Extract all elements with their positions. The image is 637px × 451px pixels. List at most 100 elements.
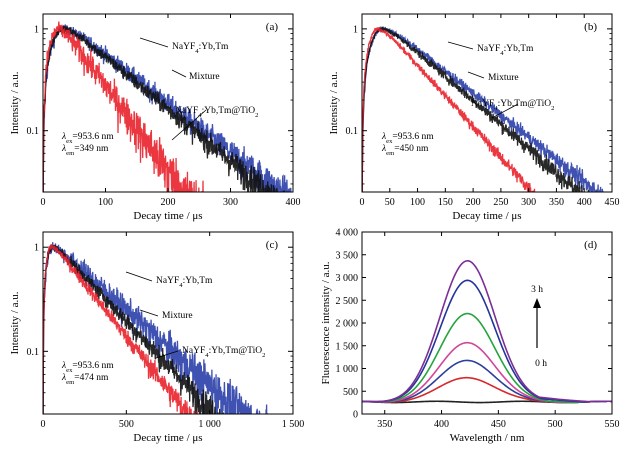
series-line-c-2 (43, 243, 198, 414)
y-axis-label-d: Fluorescence intensity / a.u. (320, 261, 332, 384)
x-axis-label-b: Decay time / μs (452, 210, 521, 222)
emission-label-b: λem=450 nm (381, 144, 429, 157)
y-tick-label-b-0: 0.1 (346, 126, 359, 137)
axes-frame-d (361, 231, 613, 415)
x-tick-label-d-1: 400 (434, 419, 449, 430)
y-axis-label-b: Intensity / a.u. (328, 71, 340, 134)
series-line-b-1 (362, 26, 590, 192)
annotation-c-0: NaYF4:Yb,Tm (156, 276, 213, 289)
annotation-leader-c-2 (155, 350, 179, 359)
emission-label-c: λem=474 nm (61, 373, 109, 386)
axes-frame-b (361, 13, 613, 193)
annotation-leader-b-2 (491, 103, 519, 119)
annotation-leader-a-0 (139, 37, 169, 48)
panel-c: 0 500 1 000 1 500 0.1 1 Decay time / μs Intensi… (9, 231, 305, 444)
panel-a: 0 100 200 300 400 0.1 1 Decay time / μs Intensit… (9, 13, 301, 222)
y-tick-label-a-1: 1 (34, 24, 39, 35)
annotation-leader-a-1 (171, 69, 187, 78)
annotation-b-1: Mixture (488, 73, 519, 83)
excitation-label-a: λex=953.6 nm (61, 132, 114, 145)
y-tick-label-d-5: 2 500 (336, 296, 359, 307)
panel-label-b: (b) (584, 21, 597, 33)
series-line-c-1 (43, 244, 226, 414)
x-tick-label-d-2: 450 (491, 419, 506, 430)
x-tick-label-a-2: 200 (161, 197, 176, 208)
x-tick-label-b-7: 350 (549, 197, 564, 208)
x-axis-label-d: Wavelength / nm (450, 432, 525, 444)
excitation-label-c: λex=953.6 nm (61, 361, 114, 374)
arrow-bottom-label: 0 h (535, 359, 547, 369)
annotation-b-0: NaYF4:Yb,Tm (477, 44, 534, 57)
annotation-b-2: NaYF4:Yb,Tm@TiO2 (471, 99, 554, 112)
x-tick-label-b-3: 150 (438, 197, 453, 208)
y-tick-label-d-0: 0 (353, 410, 358, 421)
y-tick-label-d-1: 500 (343, 387, 358, 398)
x-tick-label-a-3: 300 (223, 197, 238, 208)
panel-d: 350 400 450 500 550 0 500 1 000 1 500 2 000 2 500 3… (320, 228, 620, 445)
series-line-d-3 (362, 341, 612, 404)
y-axis-label-a: Intensity / a.u. (9, 71, 21, 134)
series-line-b-2 (362, 26, 536, 192)
series-line-d-4 (362, 312, 612, 404)
y-tick-label-d-7: 3 500 (336, 250, 359, 261)
annotation-a-1: Mixture (189, 72, 220, 82)
series-line-d-6 (362, 259, 612, 403)
arrow-top-label: 3 h (531, 285, 543, 295)
series-line-a-2 (43, 21, 204, 192)
annotation-leader-b-0 (447, 41, 474, 50)
emission-label-a: λem=349 nm (61, 144, 109, 157)
x-tick-label-d-3: 500 (548, 419, 563, 430)
annotation-leader-b-1 (467, 71, 485, 79)
x-tick-label-d-4: 550 (605, 419, 620, 430)
panel-b: 0 50 100 150 200 250 300 350 400 450 0.1 1 Decay tim… (328, 13, 620, 222)
series-line-a-1 (43, 24, 285, 192)
x-tick-label-b-2: 100 (410, 197, 425, 208)
y-tick-label-d-4: 2 000 (336, 319, 359, 330)
y-tick-label-a-0: 0.1 (27, 126, 40, 137)
y-tick-label-b-1: 1 (353, 24, 358, 35)
x-tick-label-a-1: 100 (98, 197, 113, 208)
y-tick-label-d-3: 1 500 (336, 341, 359, 352)
annotation-leader-c-0 (125, 271, 153, 282)
plot-area-c (43, 242, 269, 414)
y-tick-label-d-2: 1 000 (336, 364, 359, 375)
y-tick-label-d-6: 3 000 (336, 273, 359, 284)
y-tick-label-c-1: 1 (34, 243, 39, 254)
y-tick-label-c-0: 0.1 (27, 347, 40, 358)
x-axis-label-a: Decay time / μs (133, 210, 202, 222)
y-tick-label-d-8: 4 000 (336, 228, 359, 239)
excitation-label-b: λex=953.6 nm (381, 132, 434, 145)
series-line-c-0 (43, 242, 269, 414)
x-tick-label-b-9: 450 (605, 197, 620, 208)
x-tick-label-c-3: 1 500 (282, 419, 305, 430)
x-tick-label-a-0: 0 (41, 197, 46, 208)
axes-frame-c (42, 231, 294, 415)
plot-area-d (362, 259, 612, 404)
annotation-leader-a-2 (171, 109, 207, 141)
plot-area-b (362, 26, 604, 192)
x-tick-label-c-0: 0 (41, 419, 46, 430)
panel-label-c: (c) (266, 239, 279, 251)
panel-label-a: (a) (266, 21, 279, 33)
x-tick-label-c-1: 500 (119, 419, 134, 430)
plot-area-a (43, 21, 292, 192)
annotation-c-2: NaYF4:Yb,Tm@TiO2 (182, 346, 265, 359)
annotation-c-1: Mixture (162, 311, 193, 321)
x-tick-label-b-0: 0 (360, 197, 365, 208)
x-tick-label-b-4: 200 (466, 197, 481, 208)
y-axis-label-c: Intensity / a.u. (9, 291, 21, 354)
x-tick-label-b-8: 400 (577, 197, 592, 208)
x-tick-label-b-5: 250 (493, 197, 508, 208)
x-axis-label-c: Decay time / μs (133, 432, 202, 444)
x-tick-label-b-6: 300 (521, 197, 536, 208)
x-tick-label-c-2: 1 000 (198, 419, 221, 430)
annotation-a-0: NaYF4:Yb,Tm (172, 42, 229, 55)
time-arrow-head (533, 298, 541, 308)
x-tick-label-a-4: 400 (286, 197, 301, 208)
annotation-leader-c-1 (139, 309, 159, 317)
series-line-b-0 (362, 26, 604, 192)
x-tick-label-d-0: 350 (377, 419, 392, 430)
x-tick-label-b-1: 50 (385, 197, 395, 208)
panel-label-d: (d) (584, 239, 597, 251)
